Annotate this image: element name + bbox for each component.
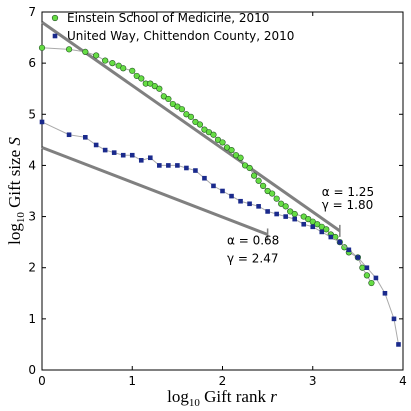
x-tick-label: 1 bbox=[128, 374, 136, 388]
y-tick-label: 7 bbox=[28, 5, 36, 19]
x-axis-label: log10 Gift rank r bbox=[167, 387, 277, 409]
point bbox=[129, 67, 136, 74]
point bbox=[269, 190, 276, 197]
point bbox=[93, 142, 99, 148]
point bbox=[202, 175, 207, 181]
point bbox=[109, 60, 116, 67]
point bbox=[363, 272, 371, 279]
point bbox=[323, 226, 330, 233]
point bbox=[82, 48, 89, 55]
fit-label: α = 1.25 bbox=[322, 185, 374, 199]
point bbox=[187, 113, 195, 120]
point bbox=[184, 165, 189, 171]
point bbox=[391, 316, 397, 322]
point bbox=[359, 264, 366, 271]
fit-label: γ = 1.80 bbox=[322, 198, 374, 212]
point bbox=[250, 172, 258, 179]
legend-label: Einstein School of Medicine, 2010 bbox=[67, 11, 269, 25]
point bbox=[382, 290, 388, 296]
point bbox=[93, 52, 100, 59]
point bbox=[210, 131, 217, 138]
point bbox=[193, 168, 198, 173]
point bbox=[291, 210, 298, 218]
point bbox=[337, 239, 343, 245]
y-tick-label: 2 bbox=[28, 261, 36, 275]
fit-label: γ = 2.47 bbox=[227, 252, 279, 266]
point bbox=[396, 342, 401, 347]
point bbox=[292, 216, 297, 222]
point bbox=[138, 158, 144, 163]
y-tick-label: 0 bbox=[28, 363, 36, 377]
point bbox=[148, 155, 153, 161]
point bbox=[328, 234, 334, 240]
point bbox=[368, 279, 375, 287]
point bbox=[157, 163, 162, 168]
point bbox=[120, 152, 126, 158]
y-tick-label: 5 bbox=[28, 107, 36, 121]
x-tick-label: 3 bbox=[309, 374, 317, 388]
point bbox=[274, 211, 279, 217]
point bbox=[247, 201, 252, 207]
point bbox=[282, 203, 289, 210]
fit-label: α = 0.68 bbox=[227, 234, 279, 248]
point bbox=[310, 224, 316, 230]
x-tick-label: 2 bbox=[219, 374, 227, 388]
point bbox=[229, 193, 234, 199]
point bbox=[178, 106, 185, 113]
point bbox=[129, 152, 135, 158]
point bbox=[111, 150, 117, 155]
point bbox=[355, 255, 361, 260]
x-tick-label: 0 bbox=[38, 374, 46, 388]
point bbox=[66, 132, 72, 138]
point bbox=[166, 163, 171, 168]
legend-marker bbox=[51, 14, 59, 22]
point bbox=[319, 229, 325, 235]
y-axis-label: log10 Gift size S bbox=[5, 137, 27, 245]
y-tick-label: 1 bbox=[28, 312, 36, 326]
point bbox=[265, 209, 270, 214]
y-tick-label: 4 bbox=[28, 158, 36, 172]
point bbox=[364, 265, 370, 271]
point bbox=[283, 214, 288, 219]
point bbox=[196, 121, 204, 128]
point bbox=[39, 119, 45, 125]
point bbox=[238, 198, 243, 204]
point bbox=[65, 46, 73, 53]
point bbox=[373, 275, 379, 281]
legend-label: United Way, Chittendon County, 2010 bbox=[67, 29, 294, 43]
point bbox=[237, 154, 244, 161]
y-tick-label: 3 bbox=[28, 210, 36, 224]
point bbox=[260, 182, 267, 189]
point bbox=[341, 244, 348, 251]
point bbox=[228, 146, 235, 154]
point bbox=[165, 95, 172, 103]
point bbox=[219, 139, 226, 146]
point bbox=[138, 75, 145, 82]
point bbox=[301, 221, 307, 227]
point bbox=[175, 163, 180, 168]
point bbox=[220, 188, 225, 194]
y-tick-label: 6 bbox=[28, 56, 36, 70]
point bbox=[102, 147, 108, 153]
point bbox=[83, 135, 88, 140]
point bbox=[211, 183, 216, 189]
legend-marker bbox=[52, 33, 58, 39]
point bbox=[273, 195, 280, 202]
point bbox=[156, 85, 163, 92]
point bbox=[120, 65, 127, 72]
point bbox=[246, 164, 253, 172]
point bbox=[346, 247, 352, 253]
point bbox=[255, 177, 262, 184]
x-tick-label: 4 bbox=[399, 374, 407, 388]
series-line bbox=[41, 121, 399, 345]
fit-line bbox=[41, 146, 269, 236]
point bbox=[256, 204, 261, 209]
point bbox=[102, 57, 109, 64]
fit-line bbox=[41, 21, 341, 233]
point bbox=[38, 44, 46, 51]
